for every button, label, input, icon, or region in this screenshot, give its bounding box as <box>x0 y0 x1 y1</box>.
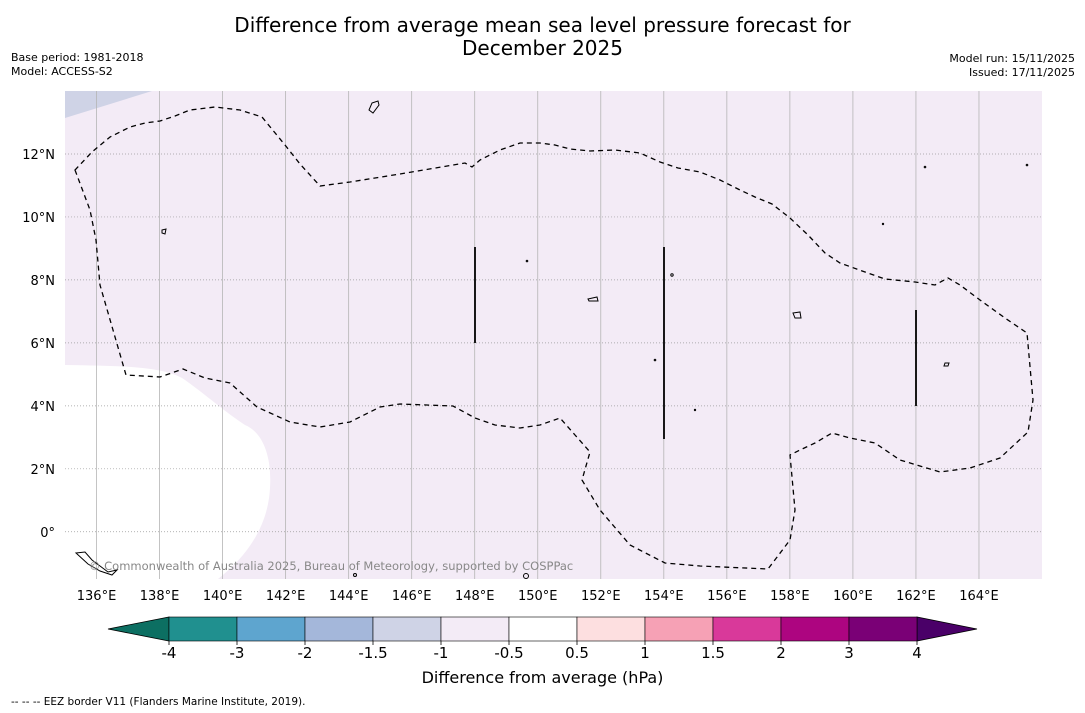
model-name: Model: ACCESS-S2 <box>11 65 113 78</box>
island-guam <box>368 100 380 114</box>
lon-tick-label: 140°E <box>203 589 243 604</box>
colorbar-swatch <box>236 616 306 642</box>
lon-tick-label: 164°E <box>959 589 999 604</box>
lon-tick-label: 136°E <box>77 589 117 604</box>
colorbar-over-arrow <box>916 616 978 642</box>
colorbar-swatch <box>508 616 578 642</box>
atoll-6 <box>653 358 657 362</box>
near-zero-white-region <box>65 365 271 579</box>
island-chuuk <box>587 296 599 302</box>
axis-labels: 136°E 138°E 140°E 142°E 144°E 146°E 148°E 150°E… <box>22 148 999 604</box>
lon-tick-label: 156°E <box>707 589 747 604</box>
lon-tick-label: 144°E <box>329 589 369 604</box>
lat-tick-label: 4°N <box>31 400 56 415</box>
island-kosrae <box>943 362 950 367</box>
atoll-2 <box>525 259 529 263</box>
title-line-1: Difference from average mean sea level p… <box>234 13 851 37</box>
colorbar-swatch <box>644 616 714 642</box>
colorbar-title: Difference from average (hPa) <box>421 668 664 687</box>
colorbar-tick-label: -4 <box>162 644 177 662</box>
lon-tick-label: 150°E <box>518 589 558 604</box>
lat-tick-label: 10°N <box>22 211 55 226</box>
colorbar-swatch <box>168 616 238 642</box>
atoll-1 <box>670 273 674 277</box>
lon-tick-label: 138°E <box>140 589 180 604</box>
meta-left: Base period: 1981-2018 Model: ACCESS-S2 <box>11 51 143 79</box>
islands <box>74 100 1029 579</box>
lat-tick-label: 2°N <box>31 463 56 478</box>
lat-tick-label: 0° <box>40 526 55 541</box>
copyright-note: © Commonwealth of Australia 2025, Bureau… <box>89 559 573 573</box>
atoll-5 <box>881 222 885 226</box>
atoll-7 <box>693 408 697 412</box>
map-title: Difference from average mean sea level p… <box>0 14 1085 60</box>
lon-tick-label: 160°E <box>833 589 873 604</box>
colorbar-swatch <box>440 616 510 642</box>
colorbar-tick-label: 0.5 <box>565 644 589 662</box>
colorbar-swatch <box>780 616 850 642</box>
lon-tick-label: 146°E <box>392 589 432 604</box>
model-run: Model run: 15/11/2025 <box>949 52 1075 65</box>
lon-tick-label: 154°E <box>644 589 684 604</box>
colorbar-tick-label: -1 <box>434 644 449 662</box>
atoll-4 <box>1025 163 1029 167</box>
lon-tick-label: 152°E <box>581 589 621 604</box>
atoll-3 <box>923 165 927 169</box>
meta-right: Model run: 15/11/2025 Issued: 17/11/2025 <box>949 52 1075 80</box>
island-yap <box>161 228 167 235</box>
eez-border <box>74 106 1034 570</box>
colorbar-swatch <box>372 616 442 642</box>
colorbar-swatch <box>848 616 918 642</box>
colorbar-tick-label: 3 <box>844 644 854 662</box>
colorbar-swatch <box>304 616 374 642</box>
atoll-8 <box>523 573 529 579</box>
colorbar-swatch <box>712 616 782 642</box>
colorbar-tick-label: 2 <box>776 644 786 662</box>
colorbar-swatch <box>576 616 646 642</box>
lon-tick-label: 158°E <box>770 589 810 604</box>
colorbar-tick-label: 1.5 <box>701 644 725 662</box>
issued-date: Issued: 17/11/2025 <box>968 66 1075 79</box>
eez-footnote: -- -- -- EEZ border V11 (Flanders Marine… <box>11 696 306 708</box>
colorbar-tick-label: -2 <box>298 644 313 662</box>
atoll-9 <box>353 573 357 577</box>
lat-tick-label: 12°N <box>22 148 55 163</box>
base-period: Base period: 1981-2018 <box>11 51 144 64</box>
colorbar: -4 -3 -2 -1.5 -1 -0.5 0.5 1 1.5 2 3 4 <box>107 616 978 662</box>
colorbar-under-arrow <box>107 616 170 642</box>
lon-tick-label: 142°E <box>266 589 306 604</box>
light-blue-region <box>65 91 152 118</box>
lon-tick-label: 148°E <box>455 589 495 604</box>
colorbar-tick-label: 4 <box>912 644 922 662</box>
colorbar-tick-label: -3 <box>230 644 245 662</box>
colorbar-tick-label: 1 <box>640 644 650 662</box>
colorbar-tick-label: -0.5 <box>494 644 523 662</box>
island-new-guinea-coast <box>74 551 119 576</box>
lat-tick-label: 6°N <box>31 337 56 352</box>
island-pohnpei <box>792 311 802 319</box>
graticule <box>65 91 1042 579</box>
lat-tick-label: 8°N <box>31 274 56 289</box>
lon-tick-label: 162°E <box>896 589 936 604</box>
colorbar-tick-label: -1.5 <box>358 644 387 662</box>
title-line-2: December 2025 <box>462 36 623 60</box>
